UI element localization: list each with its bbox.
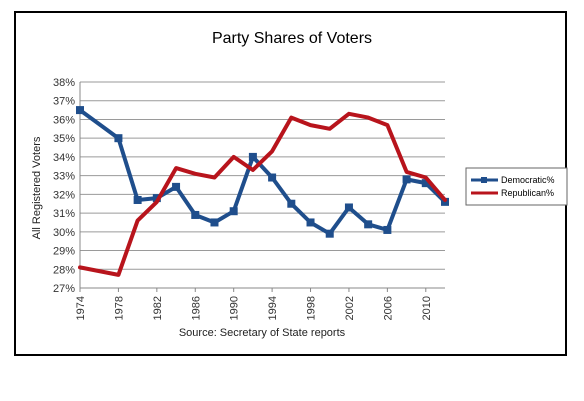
x-tick-label: 2010 xyxy=(421,296,433,320)
data-point xyxy=(344,203,353,212)
data-point xyxy=(210,218,219,227)
x-tick-label: 1974 xyxy=(75,296,87,320)
y-tick-label: 38% xyxy=(53,77,75,89)
x-tick-label: 1990 xyxy=(229,296,241,320)
y-tick-label: 29% xyxy=(53,246,75,258)
legend: Democratic% Republican% xyxy=(465,167,568,206)
data-point xyxy=(383,225,392,234)
y-axis-label: All Registered Voters xyxy=(31,136,43,239)
data-point xyxy=(306,218,315,227)
legend-label: Republican% xyxy=(501,188,554,198)
y-tick-label: 32% xyxy=(53,189,75,201)
data-point xyxy=(268,173,277,182)
x-tick-label: 1986 xyxy=(190,296,202,320)
x-tick-label: 2002 xyxy=(344,296,356,320)
data-point xyxy=(325,229,334,238)
x-tick-labels: 1974 1978 1982 1986 1990 1994 1998 2002 2006 2010 xyxy=(75,288,433,320)
y-tick-label: 35% xyxy=(53,133,75,145)
data-point xyxy=(248,152,257,161)
y-tick-label: 37% xyxy=(53,96,75,108)
y-tick-label: 30% xyxy=(53,227,75,239)
y-tick-label: 27% xyxy=(53,283,75,295)
y-tick-label: 31% xyxy=(53,208,75,220)
y-tick-label: 33% xyxy=(53,171,75,183)
x-tick-label: 1994 xyxy=(267,296,279,320)
data-point xyxy=(421,179,430,188)
legend-label: Democratic% xyxy=(501,175,555,185)
data-point xyxy=(191,210,200,219)
data-point xyxy=(114,134,123,143)
chart-title: Party Shares of Voters xyxy=(212,30,372,47)
x-tick-label: 1982 xyxy=(152,296,164,320)
x-tick-label: 2006 xyxy=(382,296,394,320)
series-line-1 xyxy=(78,111,447,277)
data-point xyxy=(402,175,411,184)
data-point xyxy=(76,106,84,115)
y-tick-label: 36% xyxy=(53,114,75,126)
data-point xyxy=(172,182,181,191)
data-point xyxy=(364,220,373,229)
x-axis-label: Source: Secretary of State reports xyxy=(179,327,346,339)
series-layer xyxy=(76,106,449,277)
data-point xyxy=(133,195,142,204)
y-tick-label: 34% xyxy=(53,152,75,164)
x-tick-label: 1978 xyxy=(113,296,125,320)
x-tick-label: 1998 xyxy=(306,296,318,320)
legend-box xyxy=(465,167,568,206)
data-point xyxy=(287,199,296,208)
data-point xyxy=(229,207,238,216)
y-tick-label: 28% xyxy=(53,264,75,276)
legend-marker xyxy=(481,177,487,183)
y-tick-labels: 27% 28% 29% 30% 31% 32% 33% 34% 35% 36% 37% 38% xyxy=(53,77,75,295)
